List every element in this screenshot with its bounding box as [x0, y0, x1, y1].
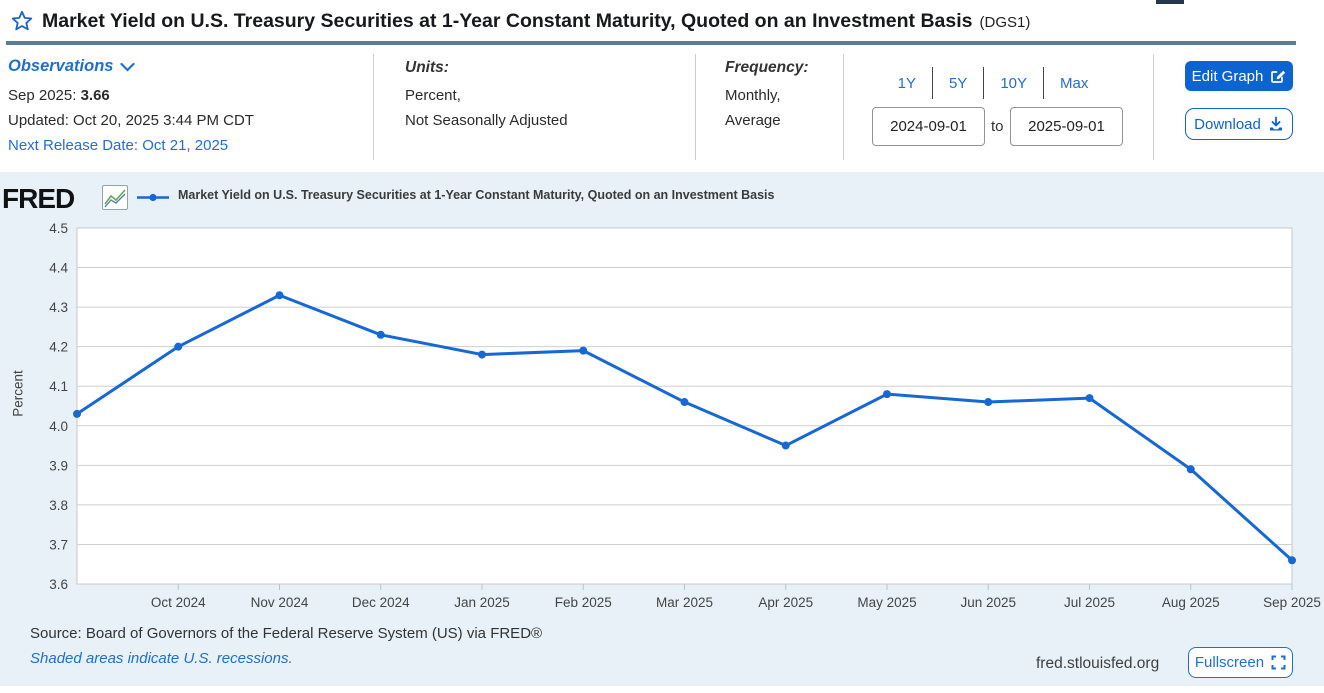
units-value-2: Not Seasonally Adjusted [405, 112, 568, 129]
title-divider [6, 41, 1296, 45]
edit-icon [1271, 70, 1286, 83]
svg-text:Nov 2024: Nov 2024 [251, 595, 309, 610]
y-axis-title: Percent [10, 370, 26, 417]
preset-separator [983, 67, 985, 99]
page-title: Market Yield on U.S. Treasury Securities… [42, 6, 1030, 38]
svg-text:3.7: 3.7 [49, 537, 68, 552]
units-value-1: Percent, [405, 87, 461, 104]
latest-value: 3.66 [80, 87, 110, 104]
header-divider-3 [843, 54, 844, 160]
download-icon [1269, 116, 1282, 131]
chart-panel: FRED Market Yield on U.S. Treasury Secur… [0, 172, 1324, 686]
frequency-value-1: Monthly, [725, 87, 781, 104]
svg-text:Dec 2024: Dec 2024 [352, 595, 410, 610]
title-bar: Market Yield on U.S. Treasury Securities… [0, 0, 1324, 42]
fullscreen-button[interactable]: Fullscreen [1188, 647, 1293, 678]
preset-separator [1043, 67, 1045, 99]
svg-text:Oct 2024: Oct 2024 [151, 595, 206, 610]
svg-text:Feb 2025: Feb 2025 [555, 595, 612, 610]
line-chart[interactable]: 3.6 3.7 3.8 3.9 4.0 4.1 4.2 4.3 4.4 4.5 Oct 2024 No… [0, 172, 1324, 686]
header-divider-2 [695, 54, 696, 160]
svg-text:Jun 2025: Jun 2025 [960, 595, 1016, 610]
source-attribution: Source: Board of Governors of the Federa… [30, 625, 543, 642]
latest-period: Sep 2025: [8, 87, 77, 104]
svg-text:4.3: 4.3 [49, 300, 68, 315]
svg-text:3.8: 3.8 [49, 498, 68, 513]
end-date-input[interactable] [1010, 107, 1123, 146]
range-preset-1y[interactable]: 1Y [897, 74, 916, 92]
updated-timestamp: Updated: Oct 20, 2025 3:44 PM CDT [8, 112, 254, 129]
download-button[interactable]: Download [1185, 108, 1293, 140]
frequency-value-2: Average [725, 112, 781, 129]
edit-graph-button[interactable]: Edit Graph [1185, 61, 1293, 91]
svg-text:Sep 2025: Sep 2025 [1263, 595, 1321, 610]
svg-text:Jan 2025: Jan 2025 [454, 595, 510, 610]
header-divider-1 [373, 54, 374, 160]
edit-graph-label: Edit Graph [1191, 67, 1264, 85]
date-range-to-label: to [991, 118, 1004, 135]
svg-text:4.0: 4.0 [49, 419, 68, 434]
series-title-text: Market Yield on U.S. Treasury Securities… [42, 10, 973, 32]
svg-text:4.2: 4.2 [49, 340, 68, 355]
legend-label: Market Yield on U.S. Treasury Securities… [178, 188, 775, 202]
range-presets: 1Y 5Y 10Y Max [868, 66, 1118, 100]
preset-separator [931, 67, 933, 99]
download-label: Download [1194, 115, 1261, 133]
units-label: Units: [405, 59, 449, 76]
svg-text:Apr 2025: Apr 2025 [758, 595, 813, 610]
favorite-star-icon[interactable] [10, 9, 34, 33]
svg-text:4.4: 4.4 [49, 261, 68, 276]
svg-text:Aug 2025: Aug 2025 [1162, 595, 1220, 610]
svg-text:Mar 2025: Mar 2025 [656, 595, 713, 610]
range-preset-10y[interactable]: 10Y [1000, 74, 1028, 92]
next-release-link[interactable]: Next Release Date: Oct 21, 2025 [8, 137, 229, 154]
svg-text:4.1: 4.1 [49, 379, 68, 394]
frequency-label: Frequency: [725, 59, 809, 76]
cropped-page-element [1156, 0, 1184, 4]
svg-text:3.6: 3.6 [49, 577, 68, 592]
site-url: fred.stlouisfed.org [1036, 655, 1160, 672]
range-preset-max[interactable]: Max [1060, 74, 1089, 92]
svg-text:Jul 2025: Jul 2025 [1064, 595, 1115, 610]
range-preset-5y[interactable]: 5Y [948, 74, 968, 92]
header-divider-4 [1153, 54, 1154, 160]
chevron-down-icon [120, 62, 136, 72]
start-date-input[interactable] [872, 107, 985, 146]
fred-logo[interactable]: FRED [2, 183, 75, 214]
fred-logo-chart-icon [102, 185, 128, 210]
observations-label: Observations [8, 57, 114, 75]
legend-series-marker [137, 193, 169, 202]
fullscreen-label: Fullscreen [1194, 654, 1265, 671]
series-id: (DGS1) [979, 14, 1031, 31]
observations-dropdown[interactable]: Observations [8, 57, 136, 76]
latest-observation: Sep 2025: 3.66 [8, 87, 110, 104]
svg-text:3.9: 3.9 [49, 458, 68, 473]
fullscreen-icon [1271, 655, 1286, 670]
svg-text:4.5: 4.5 [49, 221, 68, 236]
svg-text:May 2025: May 2025 [857, 595, 916, 610]
recessions-note-link[interactable]: Shaded areas indicate U.S. recessions. [30, 650, 293, 667]
